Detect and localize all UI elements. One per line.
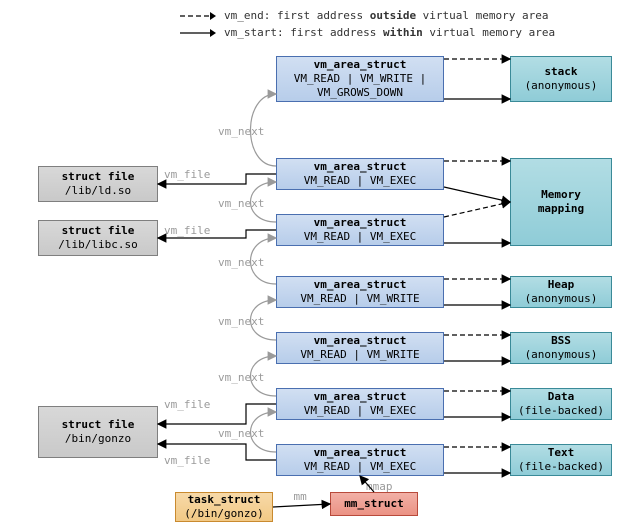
vm-area-struct-5: vm_area_structVM_READ | VM_EXEC <box>276 388 444 420</box>
vm-next-label: vm_next <box>218 315 264 328</box>
vm-area-struct-2: vm_area_structVM_READ | VM_EXEC <box>276 214 444 246</box>
region-name: BSS <box>551 334 571 348</box>
region-sub: (anonymous) <box>525 79 598 93</box>
file-title: struct file <box>62 418 135 432</box>
vm-next-label: vm_next <box>218 125 264 138</box>
vma-title: vm_area_struct <box>314 334 407 348</box>
vma-title: vm_area_struct <box>314 390 407 404</box>
struct-file-2: struct file/bin/gonzo <box>38 406 158 458</box>
legend-solid-b: virtual memory area <box>423 26 555 39</box>
vm-next-label: vm_next <box>218 197 264 210</box>
struct-file-1: struct file/lib/libc.so <box>38 220 158 256</box>
vm-area-struct-6: vm_area_structVM_READ | VM_EXEC <box>276 444 444 476</box>
vma-title: vm_area_struct <box>314 160 407 174</box>
legend-solid-bold: within <box>383 26 423 39</box>
vma-title: vm_area_struct <box>314 58 407 72</box>
mm-label: mm <box>294 490 307 503</box>
vm-next-label: vm_next <box>218 427 264 440</box>
legend-dashed-a: vm_end: first address <box>224 9 370 22</box>
region-name: Memory mapping <box>515 188 607 217</box>
mm-struct: mm_struct <box>330 492 418 516</box>
region-4: Data(file-backed) <box>510 388 612 420</box>
vma-flags: VM_READ | VM_EXEC <box>304 404 417 418</box>
vma-title: vm_area_struct <box>314 216 407 230</box>
file-path: /lib/libc.so <box>58 238 137 252</box>
region-name: Text <box>548 446 575 460</box>
task-title: task_struct <box>188 493 261 507</box>
vma-flags: VM_READ | VM_EXEC <box>304 230 417 244</box>
region-sub: (file-backed) <box>518 404 604 418</box>
region-name: Data <box>548 390 575 404</box>
vma-flags: VM_READ | VM_WRITE <box>300 348 419 362</box>
file-title: struct file <box>62 170 135 184</box>
legend-solid-a: vm_start: first address <box>224 26 383 39</box>
vm-area-struct-3: vm_area_structVM_READ | VM_WRITE <box>276 276 444 308</box>
region-5: Text(file-backed) <box>510 444 612 476</box>
vm-file-label: vm_file <box>164 168 210 181</box>
mmap-label: mmap <box>366 480 393 493</box>
struct-file-0: struct file/lib/ld.so <box>38 166 158 202</box>
legend-dashed-bold: outside <box>370 9 416 22</box>
vm-area-struct-4: vm_area_structVM_READ | VM_WRITE <box>276 332 444 364</box>
region-0: stack(anonymous) <box>510 56 612 102</box>
region-3: BSS(anonymous) <box>510 332 612 364</box>
vma-title: vm_area_struct <box>314 446 407 460</box>
vm-next-label: vm_next <box>218 371 264 384</box>
vma-title: vm_area_struct <box>314 278 407 292</box>
legend: vm_end: first address outside virtual me… <box>180 8 555 41</box>
vm-file-label: vm_file <box>164 224 210 237</box>
mm-title: mm_struct <box>344 497 404 511</box>
vm-area-struct-0: vm_area_structVM_READ | VM_WRITE | VM_GR… <box>276 56 444 102</box>
file-path: /lib/ld.so <box>65 184 131 198</box>
region-sub: (file-backed) <box>518 460 604 474</box>
vma-flags: VM_READ | VM_EXEC <box>304 174 417 188</box>
region-1: Memory mapping <box>510 158 612 246</box>
region-sub: (anonymous) <box>525 348 598 362</box>
vm-file-label: vm_file <box>164 454 210 467</box>
file-path: /bin/gonzo <box>65 432 131 446</box>
vm-file-label: vm_file <box>164 398 210 411</box>
region-sub: (anonymous) <box>525 292 598 306</box>
vm-next-label: vm_next <box>218 256 264 269</box>
file-title: struct file <box>62 224 135 238</box>
vm-area-struct-1: vm_area_structVM_READ | VM_EXEC <box>276 158 444 190</box>
vma-flags: VM_READ | VM_WRITE | VM_GROWS_DOWN <box>281 72 439 101</box>
region-name: Heap <box>548 278 575 292</box>
task-struct: task_struct(/bin/gonzo) <box>175 492 273 522</box>
legend-dashed-b: virtual memory area <box>416 9 548 22</box>
vma-flags: VM_READ | VM_EXEC <box>304 460 417 474</box>
region-2: Heap(anonymous) <box>510 276 612 308</box>
region-name: stack <box>544 65 577 79</box>
task-sub: (/bin/gonzo) <box>184 507 263 521</box>
vma-flags: VM_READ | VM_WRITE <box>300 292 419 306</box>
